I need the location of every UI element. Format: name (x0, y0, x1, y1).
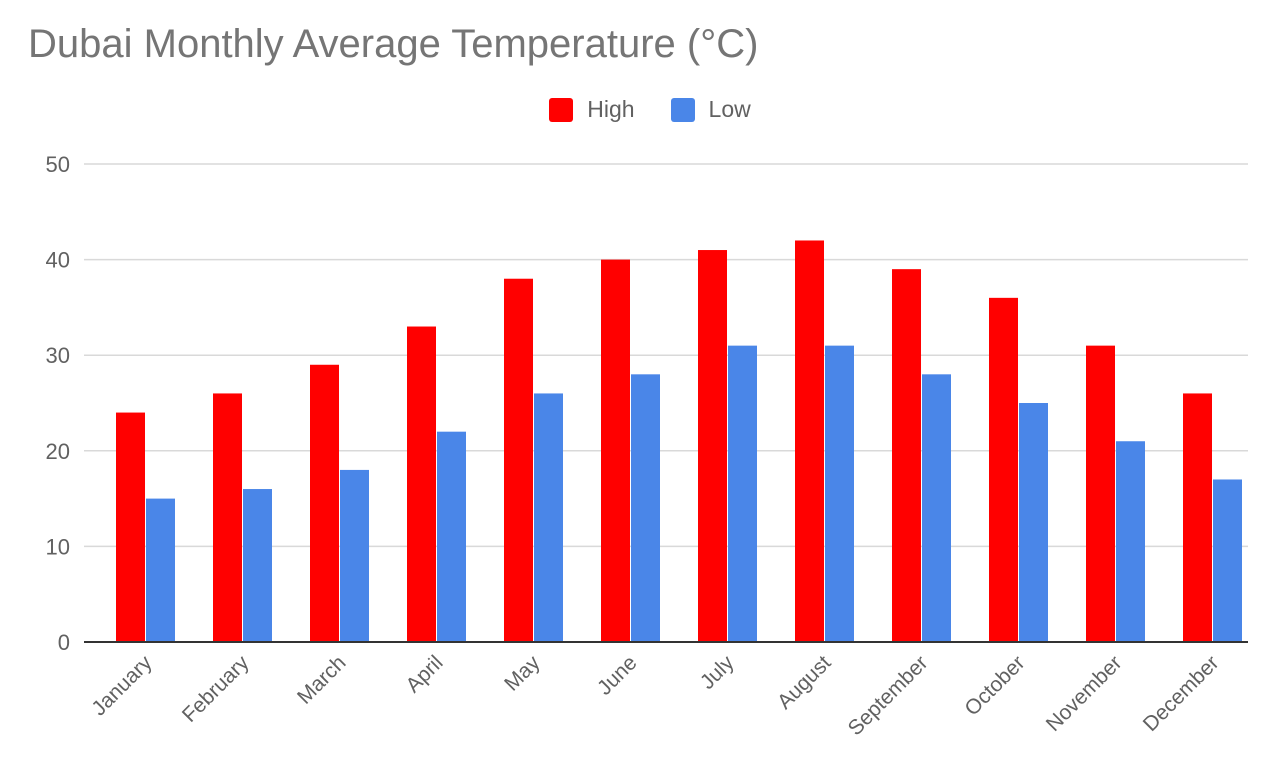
bar-high-may (504, 278, 533, 642)
bar-low-february (243, 489, 272, 642)
bar-low-september (922, 374, 951, 642)
bar-low-december (1213, 479, 1242, 642)
bar-high-november (1086, 345, 1115, 642)
bar-high-june (601, 259, 630, 642)
legend-label-low: Low (708, 96, 751, 122)
bar-high-october (989, 297, 1018, 642)
bar-low-january (146, 498, 175, 642)
bar-high-january (116, 412, 145, 642)
bar-low-july (728, 345, 757, 642)
x-tick-label: January (87, 651, 156, 720)
x-tick-label: November (1042, 651, 1127, 736)
bar-low-august (825, 345, 854, 642)
bar-low-october (1019, 403, 1048, 642)
legend: High Low (0, 96, 1280, 123)
legend-swatch-high (549, 97, 574, 122)
legend-item-low[interactable]: Low (670, 96, 751, 123)
x-tick-label: June (593, 651, 641, 699)
x-tick-label: April (402, 651, 448, 697)
legend-swatch-low (670, 97, 695, 122)
bar-high-september (892, 269, 921, 642)
bar-high-march (310, 364, 339, 642)
bar-low-june (631, 374, 660, 642)
x-tick-label: February (178, 651, 254, 727)
bar-high-february (213, 393, 242, 642)
x-tick-label: August (773, 651, 836, 714)
bar-high-august (795, 240, 824, 643)
x-tick-label: July (696, 651, 739, 694)
y-tick-label: 40 (46, 248, 70, 273)
legend-item-high[interactable]: High (549, 96, 635, 123)
bar-low-march (340, 469, 369, 642)
x-tick-label: December (1139, 651, 1224, 736)
y-tick-label: 30 (46, 343, 70, 368)
y-tick-label: 10 (46, 534, 70, 559)
bar-high-april (407, 326, 436, 642)
y-tick-label: 0 (58, 630, 70, 655)
legend-label-high: High (587, 96, 635, 122)
bar-low-november (1116, 441, 1145, 642)
bar-low-april (437, 431, 466, 642)
x-tick-label: March (293, 651, 351, 709)
bar-high-december (1183, 393, 1212, 642)
x-tick-label: October (960, 651, 1029, 720)
bar-low-may (534, 393, 563, 642)
x-tick-label: May (500, 651, 545, 696)
y-tick-label: 50 (46, 152, 70, 177)
x-tick-label: September (844, 651, 933, 740)
chart-title: Dubai Monthly Average Temperature (°C) (28, 22, 759, 66)
bar-high-july (698, 250, 727, 643)
y-tick-label: 20 (46, 439, 70, 464)
